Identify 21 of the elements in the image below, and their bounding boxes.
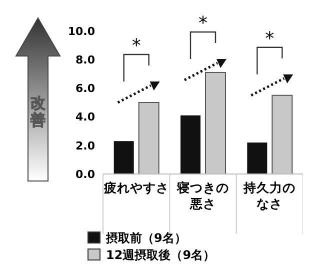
legend-label: 12週摂取後（9名） [106,248,216,262]
annotation: * [198,13,208,34]
bar [247,142,268,174]
y-tick-label: 10.0 [68,24,96,38]
x-tick-label: 疲れやすさ [102,180,169,195]
bar [138,102,160,174]
y-tick-label: 6.0 [76,82,96,96]
legend-label: 摂取前（9名） [105,231,186,245]
bar [180,115,200,174]
bar [114,141,134,174]
y-tick-label: 8.0 [76,53,96,66]
annotation: * [265,28,274,50]
bar [272,94,293,174]
bar [205,72,226,174]
y-tick-label: 2.0 [76,139,96,152]
y-tick-label: 4.0 [76,110,96,124]
x-tick-label: 持久力のなさ [242,180,296,211]
y-tick-label: 0.0 [76,168,96,181]
annotation: * [132,36,141,56]
x-tick-label: 寝つきの悪さ [176,180,229,211]
text: 改善 [30,94,46,129]
